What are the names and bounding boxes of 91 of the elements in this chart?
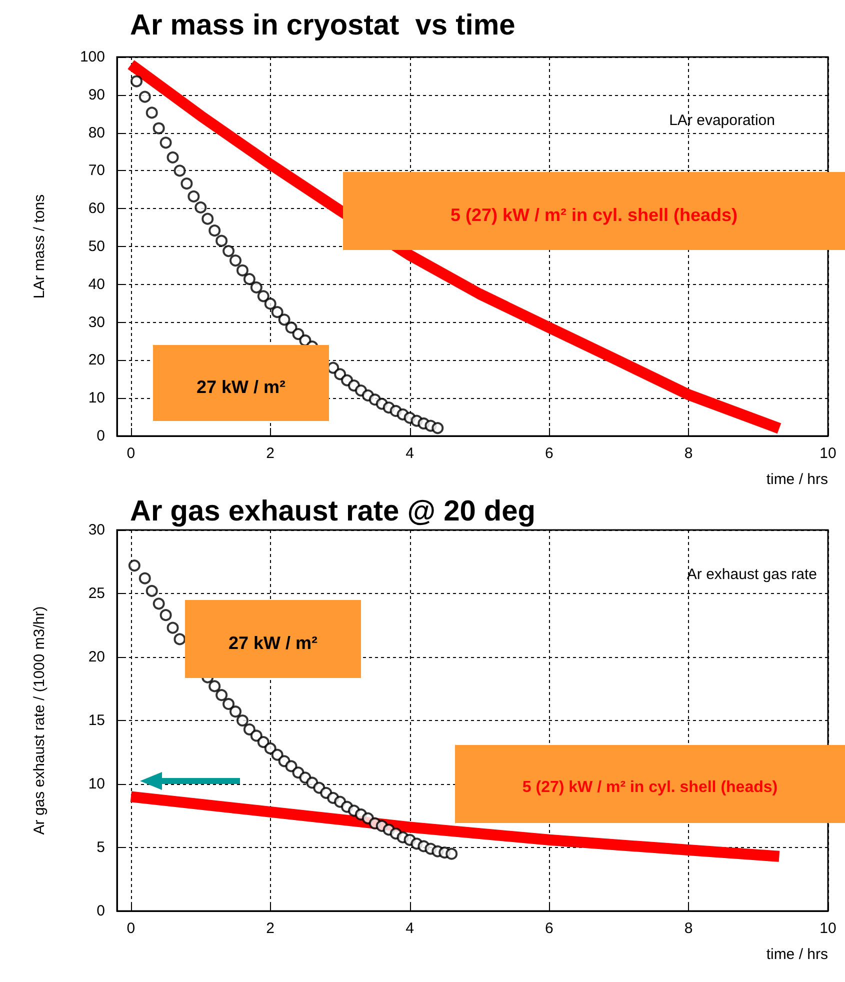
y-tick-label: 20 <box>88 648 105 666</box>
point <box>271 748 284 761</box>
point <box>334 368 346 380</box>
x-tick-label: 10 <box>820 445 836 462</box>
point <box>152 122 165 134</box>
point <box>208 680 221 692</box>
point <box>271 306 284 318</box>
point <box>285 760 298 772</box>
point <box>216 689 228 702</box>
y-tick-label: 15 <box>88 712 105 729</box>
x-axis-title: time / hrs <box>766 946 828 963</box>
x-tick-label: 10 <box>820 920 836 937</box>
callout-box: 5 (27) kW / m² in cyl. shell (heads) <box>343 172 845 250</box>
point <box>236 714 248 726</box>
x-tick-label: 6 <box>545 920 554 937</box>
y-tick-label: 30 <box>88 314 105 331</box>
annotation: 5 (27) kW / m² in cyl. shell (heads) <box>450 204 738 226</box>
x-tick-label: 2 <box>266 445 275 462</box>
y-axis-title: Ar gas exhaust rate / (1000 m3/hr) <box>31 606 48 835</box>
y-tick-label: 20 <box>88 352 105 369</box>
x-tick-label: 4 <box>406 445 414 462</box>
x-axis-title: time / hrs <box>766 471 828 488</box>
x-tick-label: 2 <box>266 920 275 937</box>
point <box>152 598 165 610</box>
point <box>257 736 270 748</box>
y-tick-label: 30 <box>88 522 105 538</box>
x-tick-label: 0 <box>126 920 136 937</box>
point <box>278 314 290 326</box>
x-tick-label: 8 <box>684 445 693 462</box>
point <box>264 298 276 310</box>
point <box>130 75 143 88</box>
y-tick-label: 40 <box>88 276 105 293</box>
y-tick-label: 0 <box>96 902 105 920</box>
point <box>128 560 140 572</box>
y-tick-label: 80 <box>88 124 105 142</box>
point <box>250 281 262 294</box>
point <box>208 224 221 237</box>
point <box>292 328 304 340</box>
point <box>146 106 158 119</box>
y-tick-label: 10 <box>88 390 105 407</box>
annotation: LAr evaporation <box>669 112 775 129</box>
annotation: 27 kW / m² <box>196 376 286 398</box>
point <box>216 234 228 247</box>
y-tick-label: 90 <box>88 86 105 104</box>
y-axis-title: LAr mass / tons <box>31 194 48 299</box>
y-tick-label: 70 <box>88 162 105 180</box>
point <box>222 245 235 258</box>
y-tick-label: 25 <box>88 585 105 602</box>
annotation: 27 kW / m² <box>228 632 318 654</box>
point <box>138 572 151 584</box>
annotation: Ar exhaust gas rate <box>686 566 817 583</box>
point <box>243 723 256 736</box>
y-tick-label: 60 <box>88 200 105 218</box>
chart-title: Ar mass in cryostat vs time <box>130 10 516 42</box>
callout-box: 5 (27) kW / m² in cyl. shell (heads) <box>455 745 845 823</box>
point <box>250 730 262 742</box>
x-tick-label: 0 <box>126 445 136 462</box>
point <box>222 698 235 710</box>
point <box>138 90 151 103</box>
callout-box: 27 kW / m² <box>185 600 361 678</box>
point <box>160 609 172 622</box>
x-tick-label: 8 <box>684 920 693 937</box>
x-tick-label: 4 <box>406 920 414 937</box>
point <box>202 212 214 225</box>
y-tick-label: 5 <box>96 839 105 856</box>
chart-title: Ar gas exhaust rate @ 20 deg <box>130 496 536 528</box>
point <box>285 322 298 334</box>
point <box>230 706 242 718</box>
y-tick-label: 100 <box>80 48 105 66</box>
point <box>236 264 248 276</box>
point <box>432 422 444 434</box>
point <box>174 633 186 646</box>
point <box>194 201 207 214</box>
point <box>264 742 276 754</box>
point <box>166 151 179 164</box>
point <box>188 190 200 202</box>
point <box>180 178 193 190</box>
callout-box: 27 kW / m² <box>153 345 329 421</box>
point <box>446 848 458 860</box>
point <box>146 584 158 597</box>
y-tick-label: 50 <box>88 238 105 255</box>
point <box>243 273 256 286</box>
point <box>166 622 179 634</box>
point <box>174 164 186 177</box>
point <box>230 254 242 267</box>
point <box>160 136 172 149</box>
y-tick-label: 10 <box>88 776 105 792</box>
point <box>257 290 270 302</box>
annotation: 5 (27) kW / m² in cyl. shell (heads) <box>522 779 778 797</box>
x-tick-label: 6 <box>545 445 554 462</box>
y-tick-label: 0 <box>96 428 105 444</box>
